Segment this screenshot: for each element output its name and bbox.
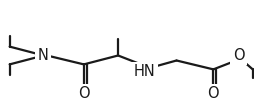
Text: O: O bbox=[78, 86, 90, 101]
Text: O: O bbox=[233, 48, 245, 63]
Text: HN: HN bbox=[134, 64, 156, 79]
Text: O: O bbox=[208, 86, 219, 101]
Text: N: N bbox=[38, 48, 49, 63]
